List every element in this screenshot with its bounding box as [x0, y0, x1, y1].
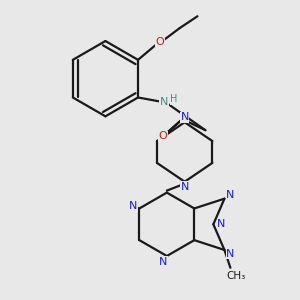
- Text: N: N: [160, 98, 168, 107]
- Text: N: N: [159, 257, 167, 267]
- Text: N: N: [226, 190, 235, 200]
- Text: CH₃: CH₃: [227, 271, 246, 281]
- Text: N: N: [181, 182, 189, 192]
- Text: N: N: [226, 249, 235, 259]
- Text: N: N: [129, 202, 138, 212]
- Text: H: H: [170, 94, 177, 104]
- Text: N: N: [181, 112, 189, 122]
- Text: O: O: [158, 131, 167, 141]
- Text: O: O: [155, 37, 164, 47]
- Text: N: N: [217, 219, 226, 229]
